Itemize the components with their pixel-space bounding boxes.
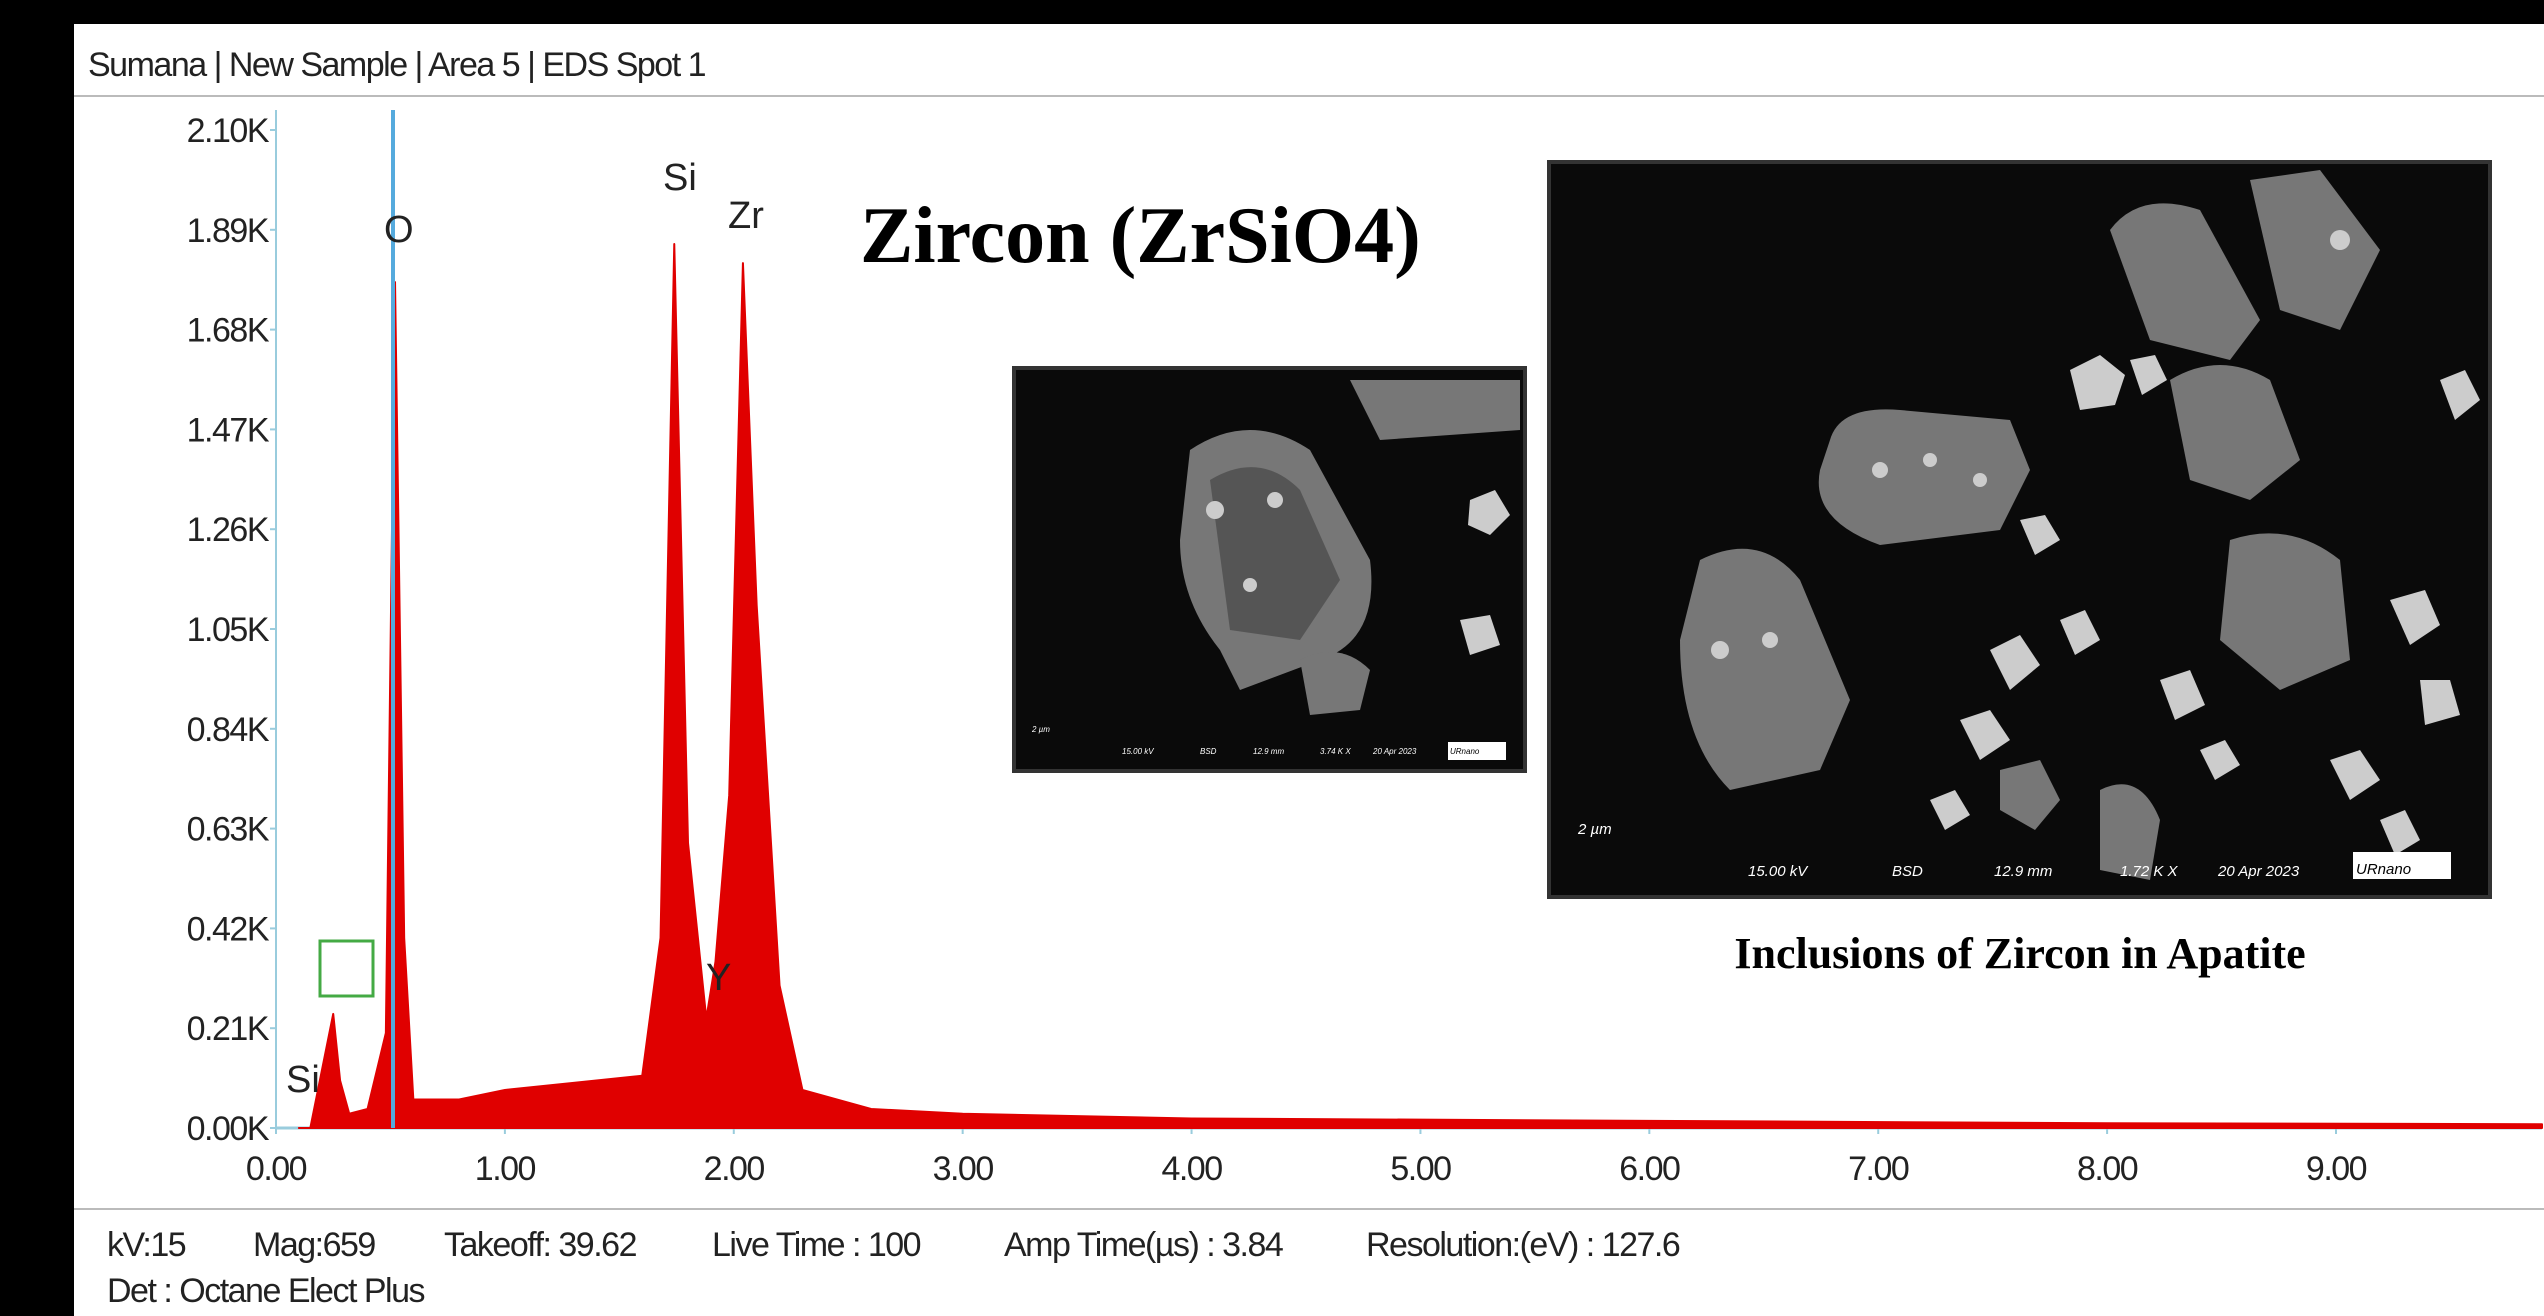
peak-label: Zr [728,195,764,237]
sem-info: 12.9 mm [1253,747,1284,756]
footer-item: Det : Octane Elect Plus [107,1272,424,1310]
scale-label: 2 µm [1577,821,1612,838]
x-tick-label: 1.00 [475,1150,536,1188]
sem-logo: URnano [1450,747,1480,756]
y-tick-label: 0.21K [187,1010,270,1048]
footer-item: Amp Time(µs) : 3.84 [1004,1226,1283,1264]
y-tick-label: 0.42K [187,910,270,948]
caption: Inclusions of Zircon in Apatite [1734,929,2305,978]
y-tick-label: 0.00K [187,1110,270,1148]
x-tick-label: 2.00 [704,1150,765,1188]
sem-info: 1.72 K X [2120,863,2179,880]
y-tick-label: 1.05K [187,611,270,649]
sem-info: 15.00 kV [1748,863,1809,880]
peak-label: Si [286,1059,320,1101]
sem-info: 12.9 mm [1994,863,2052,880]
sem-info: 20 Apr 2023 [1372,747,1417,756]
y-tick-label: 1.68K [187,312,270,350]
sem-image [1014,368,1525,771]
chart-title: Zircon (ZrSiO4) [860,192,1421,280]
scale-label: 2 µm [1031,725,1050,734]
x-tick-label: 3.00 [933,1150,994,1188]
y-tick-label: 1.47K [187,411,270,449]
screen: Sumana | New Sample | Area 5 | EDS Spot … [0,0,2544,1316]
sem-info: 20 Apr 2023 [2217,863,2300,880]
page: Sumana | New Sample | Area 5 | EDS Spot … [0,0,2544,1316]
x-tick-label: 8.00 [2077,1150,2138,1188]
y-tick-label: 1.26K [187,511,270,549]
footer-item: Resolution:(eV) : 127.6 [1366,1226,1680,1264]
sem-logo: URnano [2356,861,2411,878]
sem-info: 3.74 K X [1320,747,1351,756]
footer-item: Mag:659 [253,1226,375,1264]
y-tick-label: 2.10K [187,112,270,150]
sem-info: BSD [1892,863,1923,880]
peak-label: O [384,209,414,251]
x-tick-label: 0.00 [246,1150,307,1188]
footer-item: kV:15 [107,1226,186,1264]
footer-item: Live Time : 100 [712,1226,921,1264]
x-tick-label: 6.00 [1619,1150,1680,1188]
x-tick-label: 9.00 [2306,1150,2367,1188]
x-tick-label: 4.00 [1161,1150,1222,1188]
y-tick-label: 0.84K [187,711,270,749]
sem-image [1549,162,2490,897]
peak-label: Y [706,957,731,999]
x-tick-label: 5.00 [1390,1150,1451,1188]
sem-info: 15.00 kV [1122,747,1154,756]
peak-label: Si [663,157,697,199]
header: Sumana | New Sample | Area 5 | EDS Spot … [88,46,706,84]
footer-item: Takeoff: 39.62 [444,1226,637,1264]
x-tick-label: 7.00 [1848,1150,1909,1188]
y-tick-label: 1.89K [187,212,270,250]
sem-info: BSD [1200,747,1217,756]
y-tick-label: 0.63K [187,811,270,849]
